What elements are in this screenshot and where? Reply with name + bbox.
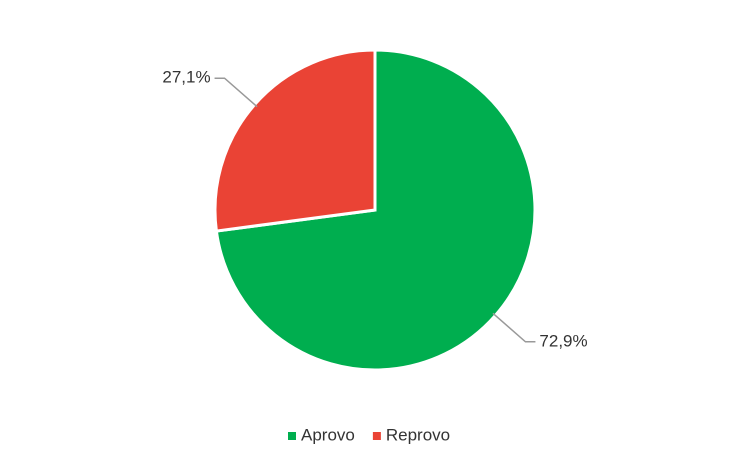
legend-swatch — [372, 432, 381, 440]
leader-line — [214, 77, 258, 108]
legend-swatch — [288, 432, 296, 440]
pie-slice — [213, 48, 377, 233]
leader-line — [492, 312, 536, 343]
data-label: 72,9% — [539, 331, 587, 350]
legend-label: Reprovo — [386, 425, 450, 444]
data-label: 27,1% — [162, 68, 210, 87]
legend-label: Aprovo — [301, 425, 355, 444]
